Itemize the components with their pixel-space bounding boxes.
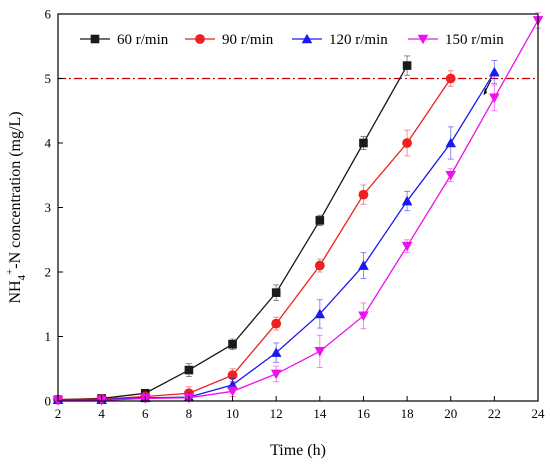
data-point	[227, 387, 238, 397]
data-point	[184, 365, 194, 375]
series-150-r-min	[52, 12, 544, 406]
y-tick-label: 3	[45, 200, 52, 215]
x-tick-label: 24	[532, 406, 546, 421]
data-point	[270, 347, 282, 357]
x-tick-label: 12	[270, 406, 283, 421]
x-axis-title: Time (h)	[270, 442, 326, 459]
x-tick-label: 14	[313, 406, 327, 421]
y-tick-label: 5	[45, 71, 52, 86]
data-point	[271, 318, 282, 329]
data-point	[489, 66, 500, 77]
legend-item: 60 r/min	[80, 32, 169, 48]
data-point	[271, 288, 281, 297]
data-point	[270, 369, 282, 380]
legend-marker	[90, 34, 100, 44]
legend-label: 60 r/min	[117, 32, 169, 48]
data-point	[445, 73, 456, 84]
legend-label: 150 r/min	[445, 32, 504, 48]
data-point	[358, 311, 369, 322]
y-tick-label: 1	[45, 329, 52, 344]
data-point	[358, 260, 369, 270]
data-point	[401, 195, 413, 206]
data-point	[445, 170, 457, 181]
x-tick-label: 22	[488, 406, 501, 421]
data-point	[358, 189, 369, 200]
plot-frame	[57, 13, 539, 402]
legend-label: 120 r/min	[329, 32, 388, 48]
y-axis-title-subscript: 4	[16, 274, 28, 280]
data-point	[315, 216, 325, 225]
legend-marker	[301, 33, 313, 44]
legend-item: 120 r/min	[292, 32, 388, 48]
annotation-arrowhead	[483, 87, 487, 96]
y-tick-label: 4	[45, 136, 52, 151]
y-axis-title-rest: -N concentration (mg/L)	[7, 111, 24, 268]
data-point	[227, 379, 238, 390]
series-line	[57, 78, 452, 401]
data-point	[445, 137, 457, 148]
x-tick-label: 18	[401, 406, 414, 421]
data-point	[401, 241, 413, 252]
y-tick-label: 0	[45, 394, 52, 409]
x-tick-label: 6	[142, 406, 149, 421]
series-line	[58, 20, 539, 402]
legend: 60 r/min 90 r/min 120 r/min 150 r/min	[80, 32, 504, 48]
data-point	[402, 61, 412, 70]
data-point	[402, 138, 412, 148]
legend-item: 150 r/min	[408, 32, 504, 48]
x-tick-label: 20	[444, 406, 457, 421]
legend-label: 90 r/min	[222, 32, 274, 48]
data-point	[314, 308, 326, 319]
y-axis-title-superscript: +	[4, 269, 16, 275]
legend-marker	[417, 34, 429, 45]
data-point	[228, 339, 237, 349]
x-tick-label: 2	[55, 406, 62, 421]
series-120-r-min	[52, 59, 500, 405]
data-point	[314, 260, 325, 271]
data-point	[359, 138, 368, 148]
x-tick-label: 10	[226, 406, 239, 421]
legend-item: 90 r/min	[185, 32, 274, 48]
series-90-r-min	[53, 70, 456, 405]
y-tick-label: 2	[45, 265, 52, 280]
y-axis-title: NH4+-N concentration (mg/L)	[4, 111, 28, 303]
x-tick-label: 4	[98, 406, 105, 421]
x-tick-label: 16	[357, 406, 371, 421]
data-point	[227, 370, 238, 381]
x-tick-label: 8	[186, 406, 193, 421]
legend-marker	[195, 34, 205, 44]
annotation-layer	[483, 79, 492, 96]
data-point	[314, 347, 326, 357]
y-tick-label: 6	[45, 7, 52, 22]
series-60-r-min	[53, 55, 412, 405]
y-axis-title-nh: NH	[7, 280, 24, 304]
series-layer	[52, 12, 544, 406]
data-point	[489, 93, 500, 104]
